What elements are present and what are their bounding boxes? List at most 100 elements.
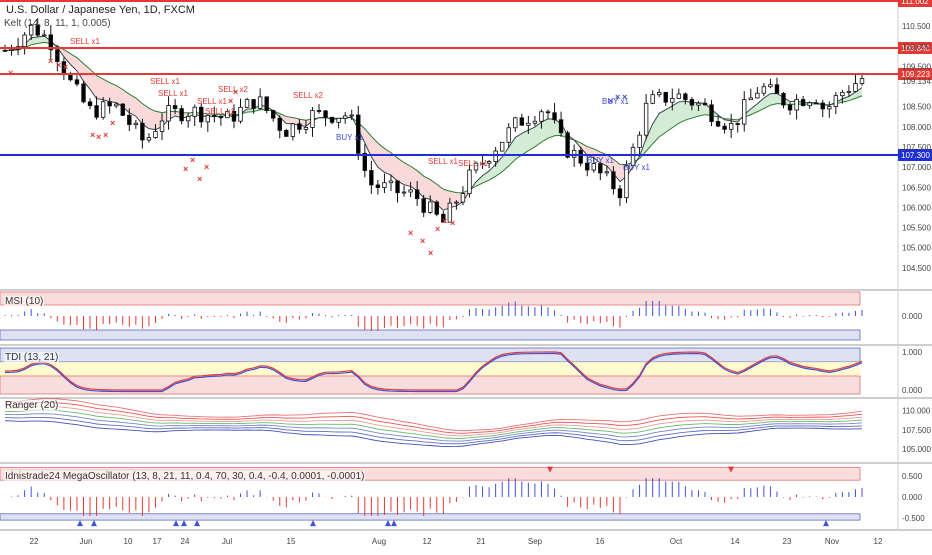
candle-body <box>42 35 46 36</box>
candle-body <box>95 106 99 118</box>
keltner-band-fill <box>110 83 117 103</box>
y-tick-label: 109.500 <box>902 62 931 71</box>
sell-marker: × <box>103 130 108 140</box>
candle-body <box>317 110 321 111</box>
x-tick-label: 15 <box>287 537 296 546</box>
candle-body <box>808 103 812 106</box>
candle-body <box>396 181 400 193</box>
buy-marker: × <box>608 96 613 106</box>
candle-body <box>729 123 733 129</box>
level-tag-label: 107.300 <box>901 151 930 160</box>
candle-body <box>533 121 537 123</box>
candle-body <box>186 116 190 120</box>
x-tick-label: 23 <box>783 537 792 546</box>
candle-body <box>206 115 210 121</box>
x-tick-label: 10 <box>124 537 133 546</box>
y-tick-label: 109.134 <box>902 77 931 86</box>
chart-title: U.S. Dollar / Japanese Yen, 1D, FXCM <box>4 4 197 16</box>
y-tick-label: 110.000 <box>902 42 931 51</box>
tdi-y-tick: 1.000 <box>902 348 923 357</box>
candle-body <box>736 123 740 124</box>
candle-body <box>546 112 550 113</box>
candle-body <box>670 98 674 102</box>
msi-upper-zone <box>0 292 860 305</box>
candle-body <box>579 150 583 163</box>
candle-body <box>775 85 779 94</box>
megaosc-buy-arrow <box>823 520 829 526</box>
megaosc-buy-arrow <box>173 520 179 526</box>
sell-marker: × <box>450 218 455 228</box>
candle-body <box>127 115 131 124</box>
candle-body <box>304 127 308 129</box>
candle-body <box>684 94 688 100</box>
sell-marker: × <box>110 118 115 128</box>
keltner-band-fill <box>97 76 104 100</box>
candle-body <box>612 172 616 189</box>
msi-y-tick: 0.000 <box>902 312 923 321</box>
candle-body <box>860 79 864 84</box>
candle-body <box>559 120 563 133</box>
x-tick-label: 12 <box>874 537 883 546</box>
x-tick-label: 22 <box>30 537 39 546</box>
ranger-line <box>5 402 862 433</box>
sell-marker: × <box>204 162 209 172</box>
megaosc-y-tick: -0.500 <box>902 514 925 523</box>
candle-body <box>461 194 465 202</box>
sell-marker: × <box>48 56 53 66</box>
candle-body <box>422 199 426 213</box>
ranger-line <box>5 410 862 439</box>
megaosc-buy-arrow <box>194 520 200 526</box>
candle-body <box>180 109 184 121</box>
sell-marker: × <box>442 216 447 226</box>
tdi-pane-title: TDI (13, 21) <box>4 352 59 363</box>
candle-body <box>716 121 720 126</box>
candle-body <box>69 75 73 80</box>
candle-body <box>82 84 86 102</box>
candle-body <box>3 50 7 51</box>
trade-label: SELL x1 <box>458 159 488 168</box>
candle-body <box>834 96 838 107</box>
megaosc-pane-title: Idnistrade24 MegaOscillator (13, 8, 21, … <box>4 471 365 482</box>
candle-body <box>271 111 275 119</box>
candle-body <box>638 135 642 147</box>
sell-marker: × <box>63 62 68 72</box>
tdi-y-tick: 0.000 <box>902 386 923 395</box>
candle-body <box>324 111 328 117</box>
candle-body <box>252 100 256 109</box>
buy-marker: × <box>622 92 627 102</box>
sell-marker: × <box>90 130 95 140</box>
candle-body <box>239 107 243 121</box>
candle-body <box>795 99 799 110</box>
sell-marker: × <box>233 87 238 97</box>
candle-body <box>370 170 374 184</box>
candle-body <box>88 102 92 106</box>
trade-label: BUY x1 <box>623 163 651 172</box>
candle-body <box>468 170 472 194</box>
candle-body <box>343 116 347 118</box>
candle-body <box>749 98 753 100</box>
candle-body <box>154 132 158 138</box>
megaosc-buy-arrow <box>385 520 391 526</box>
buy-marker: × <box>615 92 620 102</box>
keltner-slow-line <box>5 42 862 192</box>
sell-marker: × <box>197 174 202 184</box>
x-tick-label: Jun <box>80 537 93 546</box>
candle-body <box>697 103 701 105</box>
ranger-y-tick: 105.000 <box>902 445 931 454</box>
candle-body <box>644 103 648 135</box>
trade-label: SELL x1 <box>158 89 188 98</box>
candle-body <box>173 106 177 109</box>
x-tick-label: 21 <box>477 537 486 546</box>
x-tick-label: Nov <box>825 537 839 546</box>
candle-body <box>298 124 302 130</box>
candle-body <box>114 104 118 106</box>
y-tick-label: 105.500 <box>902 224 931 233</box>
candle-body <box>383 183 387 188</box>
candle-body <box>409 190 413 192</box>
ranger-pane-title: Ranger (20) <box>4 400 59 411</box>
candle-body <box>75 80 79 84</box>
candle-body <box>801 99 805 105</box>
candle-body <box>572 150 576 157</box>
ranger-line <box>5 406 862 436</box>
